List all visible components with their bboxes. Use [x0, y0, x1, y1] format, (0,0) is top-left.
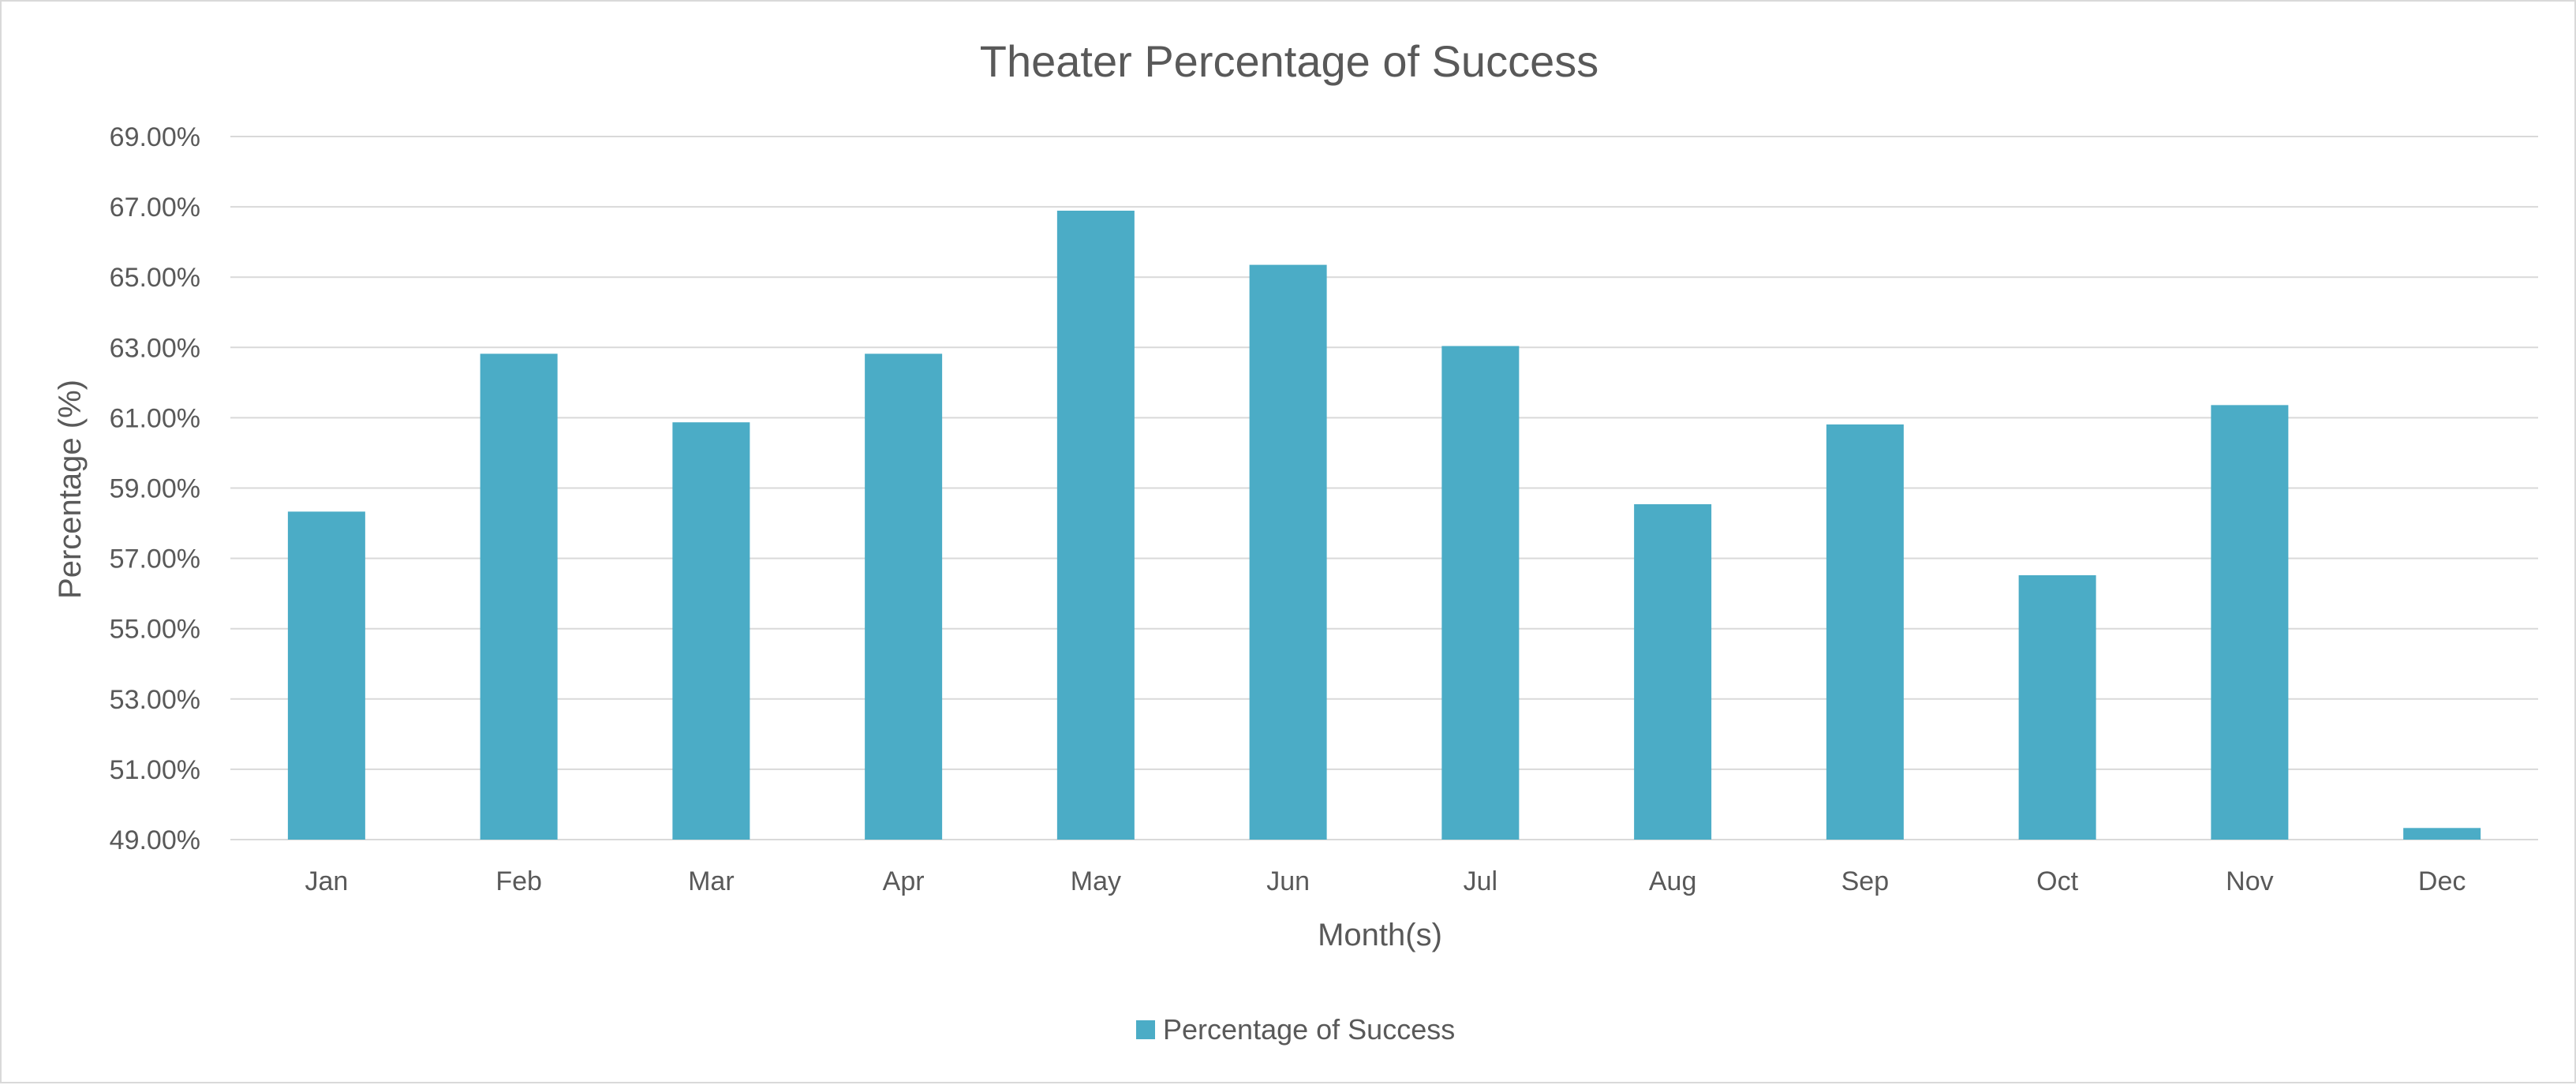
y-tick-label: 65.00%	[110, 263, 200, 293]
y-tick-label: 51.00%	[110, 755, 200, 785]
x-tick-label: Feb	[495, 866, 542, 896]
x-tick-label: Apr	[883, 866, 925, 896]
x-tick-label: Sep	[1841, 866, 1890, 896]
x-tick-label: Jun	[1266, 866, 1310, 896]
legend-label: Percentage of Success	[1163, 1013, 1455, 1046]
x-tick-label: Dec	[2418, 866, 2466, 896]
bar-sep	[1826, 424, 1904, 840]
x-tick-label: Mar	[688, 866, 735, 896]
y-tick-label: 69.00%	[110, 122, 200, 152]
chart-title: Theater Percentage of Success	[980, 36, 1598, 86]
bars	[287, 211, 2481, 840]
y-tick-label: 57.00%	[110, 544, 200, 574]
bar-may	[1056, 211, 1135, 840]
bar-oct	[2018, 574, 2096, 840]
legend: Percentage of Success	[1136, 1013, 1455, 1046]
x-tick-label: Oct	[2036, 866, 2078, 896]
x-tick-label: Nov	[2226, 866, 2273, 896]
y-tick-label: 53.00%	[110, 685, 200, 715]
y-axis-ticks: 49.00% 51.00% 53.00% 55.00% 57.00% 59.00% 61.0…	[110, 122, 200, 855]
legend-swatch	[1136, 1020, 1155, 1039]
y-tick-label: 59.00%	[110, 474, 200, 504]
bar-apr	[865, 354, 943, 840]
bar-mar	[672, 422, 750, 840]
x-tick-label: May	[1071, 866, 1121, 896]
y-tick-label: 67.00%	[110, 193, 200, 223]
bar-jan	[287, 511, 365, 840]
y-tick-label: 63.00%	[110, 333, 200, 363]
bar-jul	[1441, 346, 1520, 840]
y-tick-label: 49.00%	[110, 825, 200, 855]
bar-nov	[2211, 405, 2289, 840]
x-axis-ticks: Jan Feb Mar Apr May Jun Jul Aug Sep Oct Nov Dec	[305, 866, 2466, 896]
bar-dec	[2403, 828, 2481, 840]
x-tick-label: Jul	[1464, 866, 1497, 896]
y-tick-label: 55.00%	[110, 615, 200, 645]
y-axis-title: Percentage (%)	[53, 380, 88, 599]
bar-aug	[1634, 503, 1712, 840]
gridlines	[230, 136, 2538, 840]
x-tick-label: Aug	[1649, 866, 1697, 896]
x-axis-title: Month(s)	[1318, 918, 1442, 952]
y-tick-label: 61.00%	[110, 403, 200, 433]
x-tick-label: Jan	[305, 866, 348, 896]
bar-jun	[1249, 264, 1327, 840]
bar-feb	[480, 354, 558, 840]
